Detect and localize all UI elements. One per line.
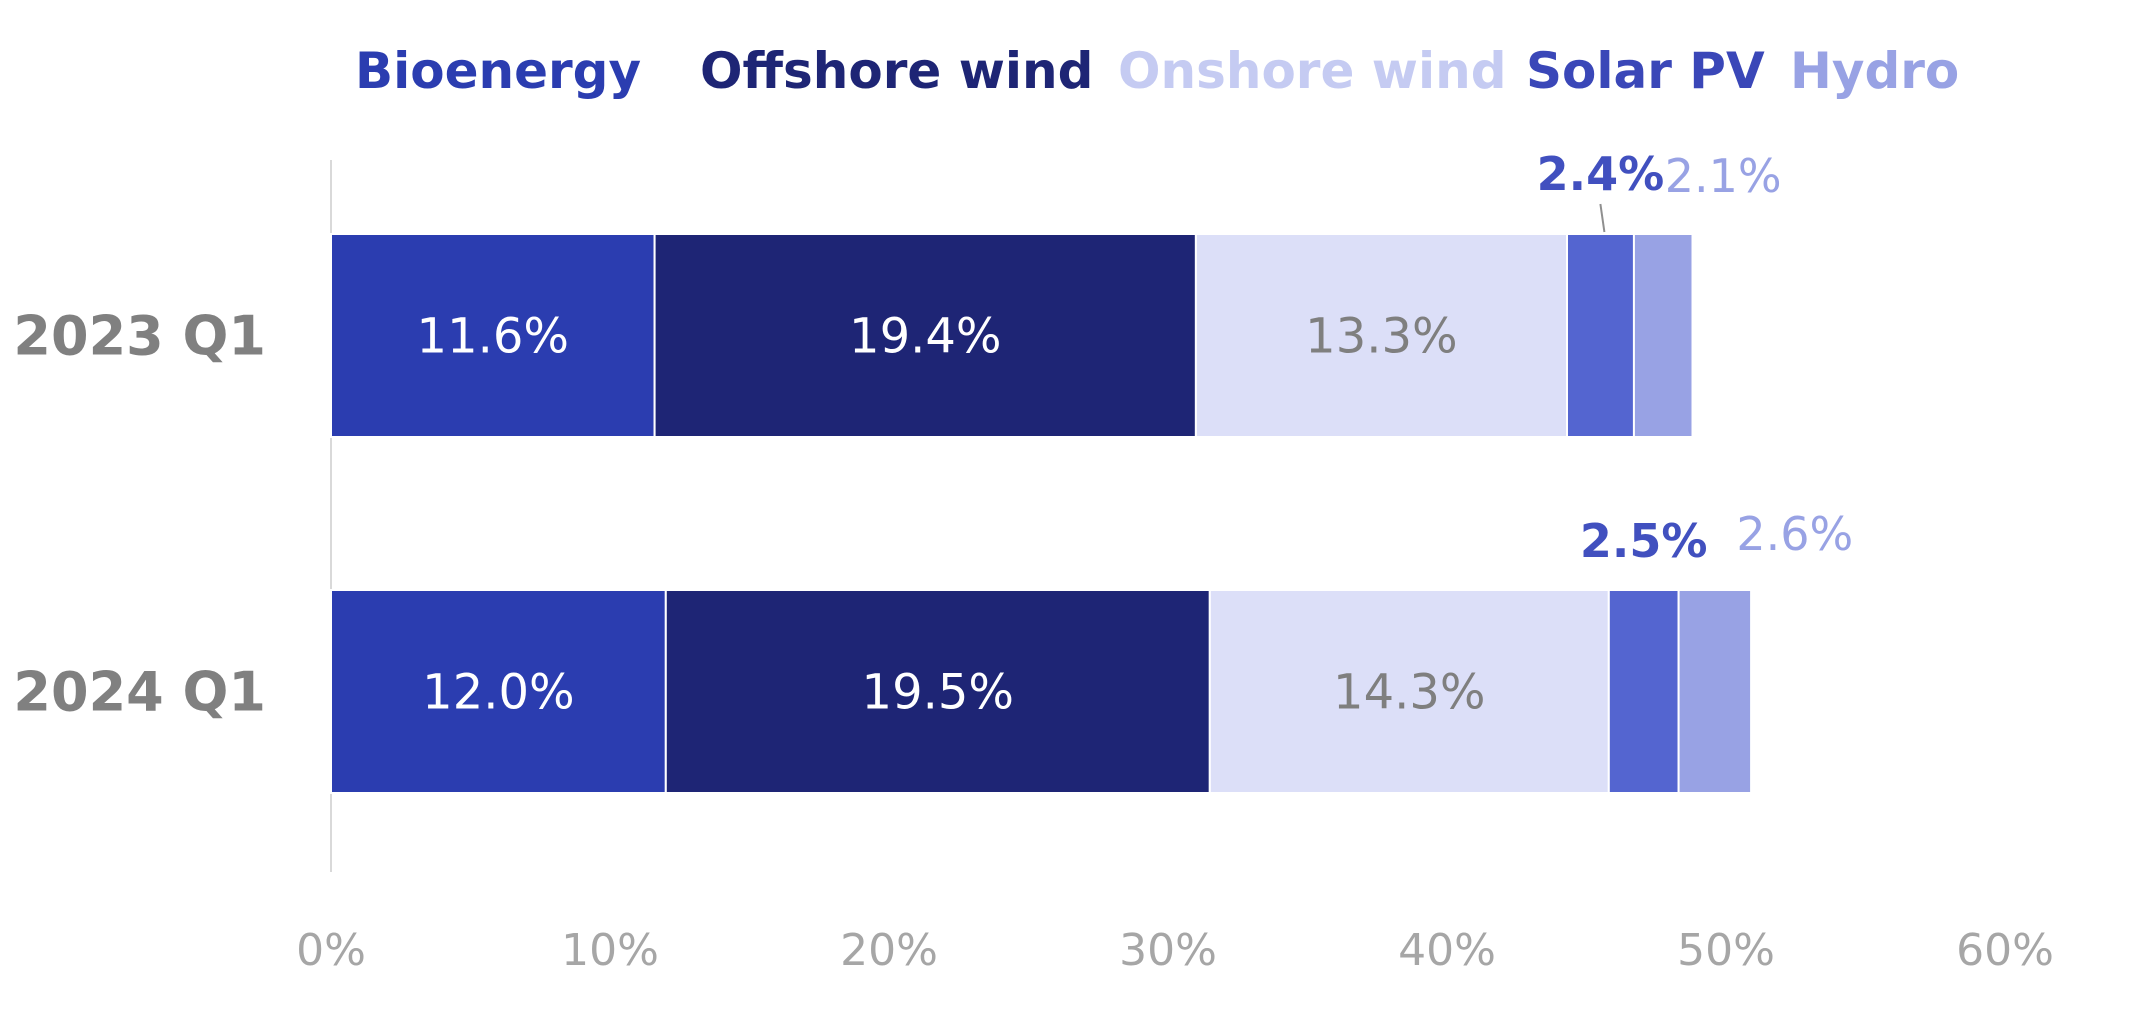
data-label-solar-pv-2024-q1: 2.5% bbox=[1580, 514, 1708, 568]
bar-onshore-wind-2024-q1 bbox=[1208, 589, 1610, 794]
data-label-bioenergy-2024-q1: 12.0% bbox=[422, 665, 574, 721]
bar-solar-pv-2024-q1 bbox=[1607, 589, 1680, 794]
legend-item-bioenergy: Bioenergy bbox=[355, 42, 641, 100]
bar-solar-pv-2023-q1 bbox=[1566, 233, 1635, 438]
bar-bioenergy-2023-q1 bbox=[330, 233, 656, 438]
legend: Bioenergy Offshore wind Onshore wind Solar … bbox=[355, 42, 1959, 100]
x-tick-label-40: 40% bbox=[1398, 925, 1496, 976]
legend-item-offshore-wind: Offshore wind bbox=[700, 42, 1093, 100]
bar-hydro-2023-q1 bbox=[1632, 233, 1694, 438]
data-label-offshore-wind-2023-q1: 19.4% bbox=[849, 309, 1001, 365]
bar-onshore-wind-2023-q1 bbox=[1194, 233, 1569, 438]
data-label-hydro-2024-q1: 2.6% bbox=[1736, 507, 1853, 561]
bars-group: 11.6% 19.4% 13.3% 2.4% 2.1% 12.0% 19.5% 14.3% 2.… bbox=[330, 147, 1853, 794]
category-labels: 2023 Q1 2024 Q1 bbox=[13, 305, 266, 724]
x-tick-label-50: 50% bbox=[1677, 925, 1775, 976]
bar-offshore-wind-2023-q1 bbox=[653, 233, 1197, 438]
legend-item-solar-pv: Solar PV bbox=[1526, 42, 1765, 100]
leader-line-solar-pv bbox=[1599, 203, 1606, 233]
x-tick-label-60: 60% bbox=[1956, 925, 2054, 976]
category-label-2024-q1: 2024 Q1 bbox=[13, 661, 266, 724]
data-label-bioenergy-2023-q1: 11.6% bbox=[417, 309, 569, 365]
x-tick-label-20: 20% bbox=[840, 925, 938, 976]
x-tick-labels: 0% 10% 20% 30% 40% 50% 60% bbox=[296, 925, 2054, 976]
bar-hydro-2024-q1 bbox=[1677, 589, 1753, 794]
legend-item-onshore-wind: Onshore wind bbox=[1118, 42, 1507, 100]
x-tick-label-0: 0% bbox=[296, 925, 366, 976]
category-label-2023-q1: 2023 Q1 bbox=[13, 305, 266, 368]
legend-item-hydro: Hydro bbox=[1790, 42, 1959, 100]
data-label-onshore-wind-2024-q1: 14.3% bbox=[1333, 665, 1485, 721]
data-label-solar-pv-2023-q1: 2.4% bbox=[1537, 147, 1665, 201]
data-label-offshore-wind-2024-q1: 19.5% bbox=[862, 665, 1014, 721]
x-tick-label-10: 10% bbox=[561, 925, 659, 976]
data-label-hydro-2023-q1: 2.1% bbox=[1665, 149, 1782, 203]
x-tick-label-30: 30% bbox=[1119, 925, 1217, 976]
data-label-onshore-wind-2023-q1: 13.3% bbox=[1305, 309, 1457, 365]
